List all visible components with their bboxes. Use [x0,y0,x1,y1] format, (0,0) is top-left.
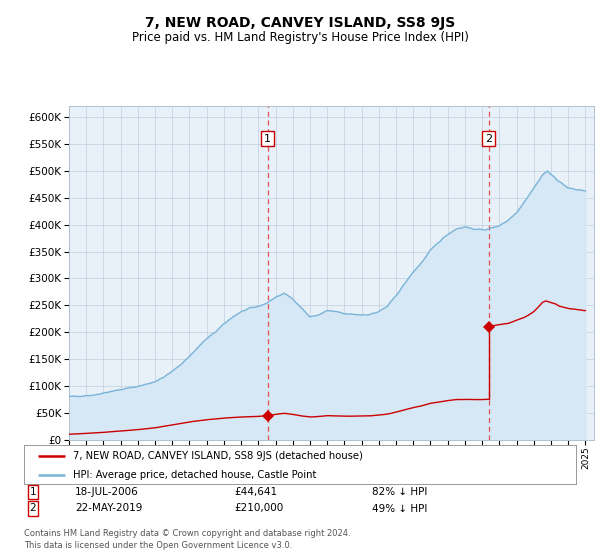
Text: 2: 2 [485,134,493,144]
Text: Contains HM Land Registry data © Crown copyright and database right 2024.
This d: Contains HM Land Registry data © Crown c… [24,529,350,550]
Text: 2: 2 [29,503,37,514]
Text: 49% ↓ HPI: 49% ↓ HPI [372,503,427,514]
Text: 1: 1 [264,134,271,144]
Text: HPI: Average price, detached house, Castle Point: HPI: Average price, detached house, Cast… [73,470,316,479]
Text: 82% ↓ HPI: 82% ↓ HPI [372,487,427,497]
Text: 7, NEW ROAD, CANVEY ISLAND, SS8 9JS: 7, NEW ROAD, CANVEY ISLAND, SS8 9JS [145,16,455,30]
Text: 18-JUL-2006: 18-JUL-2006 [75,487,139,497]
Text: £44,641: £44,641 [234,487,277,497]
Text: 7, NEW ROAD, CANVEY ISLAND, SS8 9JS (detached house): 7, NEW ROAD, CANVEY ISLAND, SS8 9JS (det… [73,451,362,461]
Text: 1: 1 [29,487,37,497]
Text: 22-MAY-2019: 22-MAY-2019 [75,503,142,514]
Text: £210,000: £210,000 [234,503,283,514]
Text: Price paid vs. HM Land Registry's House Price Index (HPI): Price paid vs. HM Land Registry's House … [131,31,469,44]
